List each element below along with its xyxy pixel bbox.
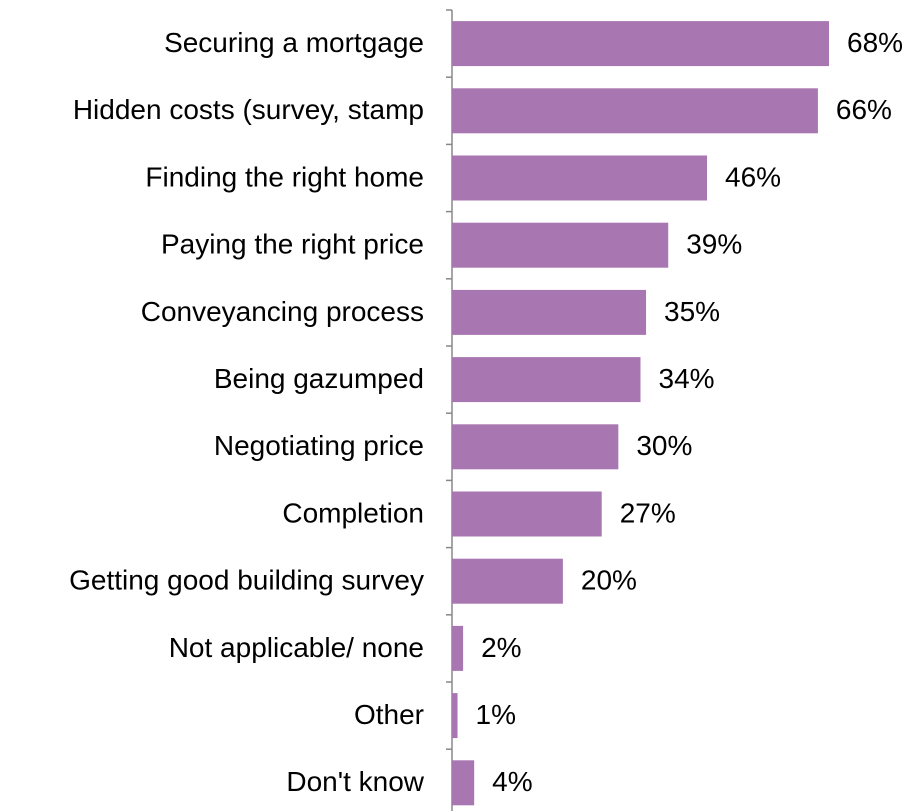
value-label: 2%	[481, 632, 521, 663]
bar	[452, 760, 475, 806]
bar	[452, 625, 464, 671]
category-label: Not applicable/ none	[169, 632, 424, 663]
bar	[452, 357, 641, 403]
bar	[452, 155, 708, 201]
category-label: Other	[354, 699, 424, 730]
bar	[452, 289, 647, 335]
bar	[452, 491, 602, 537]
value-label: 66%	[836, 94, 892, 125]
category-label: Negotiating price	[214, 430, 424, 461]
value-label: 46%	[725, 161, 781, 192]
category-label: Being gazumped	[214, 363, 424, 394]
bar	[452, 424, 619, 470]
category-label: Completion	[282, 497, 424, 528]
value-label: 30%	[636, 430, 692, 461]
value-label: 68%	[847, 27, 903, 58]
category-label: Finding the right home	[145, 161, 424, 192]
bar	[452, 88, 818, 134]
value-label: 20%	[581, 565, 637, 596]
value-label: 1%	[476, 699, 516, 730]
value-label: 27%	[620, 497, 676, 528]
bar	[452, 222, 669, 268]
bar	[452, 693, 458, 739]
bar	[452, 558, 563, 604]
category-label: Securing a mortgage	[164, 27, 424, 58]
value-label: 4%	[492, 766, 532, 797]
category-label: Paying the right price	[161, 229, 424, 260]
value-label: 35%	[664, 296, 720, 327]
value-label: 39%	[686, 229, 742, 260]
category-label: Conveyancing process	[141, 296, 424, 327]
category-label: Don't know	[286, 766, 424, 797]
category-label: Hidden costs (survey, stamp	[73, 94, 424, 125]
category-label: Getting good building survey	[69, 565, 424, 596]
bar	[452, 21, 829, 67]
value-label: 34%	[659, 363, 715, 394]
